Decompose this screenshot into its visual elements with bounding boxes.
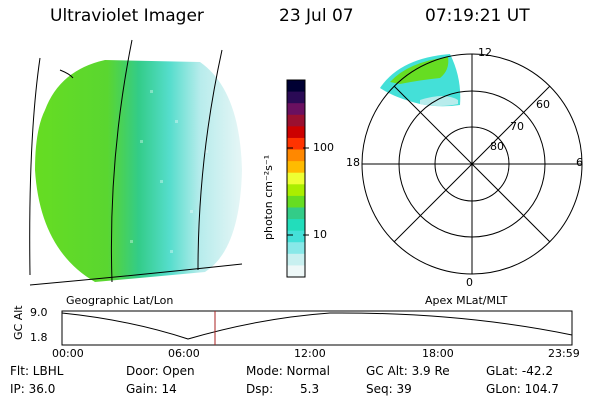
colorbar-stripe	[287, 242, 305, 255]
colorbar-stripe	[287, 184, 305, 197]
info-flt: Flt: LBHL	[10, 364, 64, 378]
timeline-xtick-0600: 06:00	[168, 347, 200, 360]
colorbar-stripe	[287, 207, 305, 220]
colorbar-stripe	[287, 103, 305, 116]
mlat-label-70: 70	[510, 120, 524, 133]
timeline-xtick-2359: 23:59	[548, 347, 580, 360]
colorbar-stripe	[287, 149, 305, 162]
colorbar-ticks	[287, 147, 309, 236]
colorbar-stripe	[287, 230, 305, 243]
colorbar-unit-label: photon cm⁻²s⁻¹	[262, 154, 275, 240]
observation-date: 23 Jul 07	[279, 6, 354, 26]
info-mode: Mode: Normal	[246, 364, 330, 378]
colorbar	[286, 79, 306, 278]
colorbar-tick-10: 10	[313, 228, 327, 241]
colorbar-stripe	[287, 172, 305, 185]
timeline-xtick-1800: 18:00	[422, 347, 454, 360]
info-door: Door: Open	[126, 364, 195, 378]
info-gain: Gain: 14	[126, 382, 177, 396]
info-dsp-label: Dsp:	[246, 382, 274, 396]
colorbar-stripe	[287, 161, 305, 174]
geographic-panel-label: Geographic Lat/Lon	[66, 294, 174, 307]
colorbar-stripe	[287, 137, 305, 151]
info-gcalt: GC Alt: 3.9 Re	[366, 364, 450, 378]
colorbar-stripe	[287, 114, 305, 127]
timeline-ytick-1-8: 1.8	[30, 331, 48, 344]
mlat-label-60: 60	[536, 98, 550, 111]
timeline-ytick-9: 9.0	[30, 306, 48, 319]
colorbar-stripe	[287, 126, 305, 139]
mlt-label-12: 12	[478, 46, 492, 59]
info-glon: GLon: 104.7	[486, 382, 559, 396]
timeline-xtick-0000: 00:00	[52, 347, 84, 360]
mlt-label-0: 0	[466, 276, 473, 289]
mlt-label-18: 18	[346, 156, 360, 169]
info-ip: IP: 36.0	[10, 382, 56, 396]
colorbar-stripe	[287, 91, 305, 104]
timeline-axis-label: GC Alt	[12, 305, 25, 340]
timeline-plot	[61, 310, 573, 346]
geographic-grid	[29, 39, 243, 286]
info-glat: GLat: -42.2	[486, 364, 553, 378]
colorbar-stripe	[287, 219, 305, 232]
instrument-title: Ultraviolet Imager	[50, 6, 204, 26]
polar-plot	[361, 53, 583, 275]
apex-panel-label: Apex MLat/MLT	[425, 294, 508, 307]
info-dsp-value: 5.3	[300, 382, 320, 396]
info-seq: Seq: 39	[366, 382, 412, 396]
colorbar-stripe	[287, 80, 305, 93]
colorbar-tick-100: 100	[313, 141, 334, 154]
colorbar-stripe	[287, 195, 305, 208]
colorbar-frame	[286, 79, 306, 278]
colorbar-stripe	[287, 253, 305, 266]
colorbar-stripe	[287, 265, 305, 278]
observation-time: 07:19:21 UT	[425, 6, 530, 26]
timeline-xtick-1200: 12:00	[294, 347, 326, 360]
mlt-label-6: 6	[576, 156, 583, 169]
mlat-label-80: 80	[490, 140, 504, 153]
geographic-image	[35, 60, 242, 282]
